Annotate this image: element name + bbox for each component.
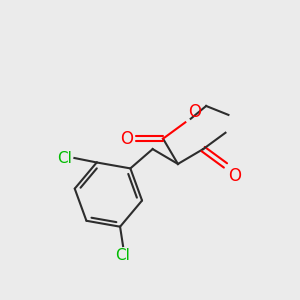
Text: O: O	[120, 130, 133, 148]
Text: Cl: Cl	[57, 151, 72, 166]
Text: Cl: Cl	[116, 248, 130, 262]
Text: O: O	[188, 103, 201, 121]
Text: O: O	[228, 167, 241, 185]
